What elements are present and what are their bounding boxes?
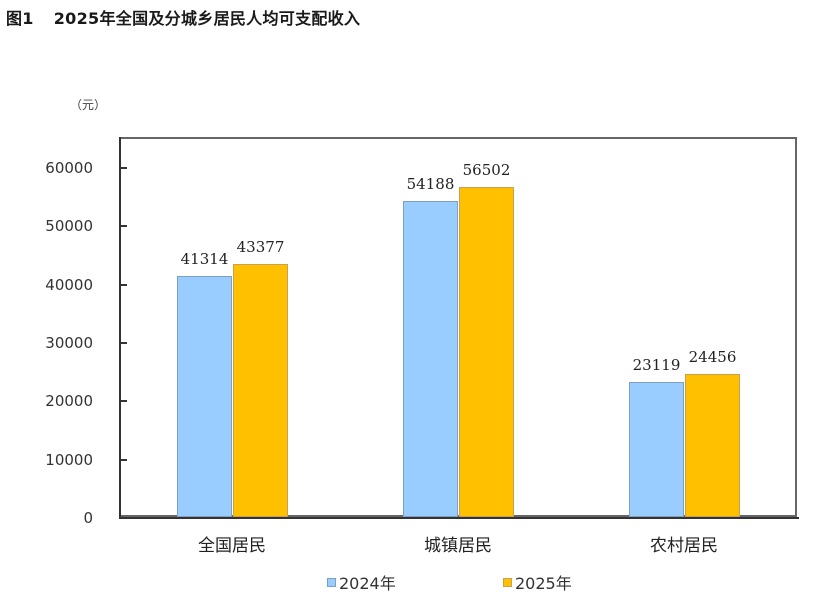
y-tick-mark [121, 225, 127, 228]
legend-label-2024: 2024年 [339, 574, 396, 593]
y-tick-label: 10000 [45, 450, 93, 469]
y-tick-mark [121, 342, 127, 344]
x-category-label: 城镇居民 [424, 536, 492, 556]
y-tick-label: 40000 [45, 275, 93, 294]
y-axis-line [119, 137, 121, 519]
y-tick-label: 30000 [45, 334, 93, 352]
bar-2024-0 [177, 276, 232, 517]
figure-label: 图1 [6, 9, 34, 28]
data-label: 41314 [180, 250, 229, 268]
y-axis-unit-label: （元） [70, 98, 107, 112]
chart-title: 图1 2025年全国及分城乡居民人均可支配收入 [6, 5, 360, 29]
legend-swatch-2025 [503, 577, 512, 587]
x-category-label: 农村居民 [650, 536, 718, 556]
chart-title-text: 2025年全国及分城乡居民人均可支配收入 [53, 9, 361, 28]
y-tick-mark [121, 167, 127, 169]
plot-area [119, 137, 797, 517]
legend-swatch-2024 [327, 577, 336, 587]
y-tick-mark [121, 458, 127, 461]
legend-item-2025: 2025年 [503, 570, 572, 594]
data-label: 24456 [688, 348, 737, 367]
y-tick-label: 0 [83, 509, 93, 527]
data-label: 43377 [236, 237, 285, 256]
legend-label-2025: 2025年 [515, 574, 572, 593]
y-tick-mark [121, 400, 127, 403]
bar-2025-2 [685, 374, 740, 517]
x-axis-line [119, 517, 799, 519]
bar-2024-2 [629, 382, 684, 517]
y-tick-label: 60000 [45, 159, 93, 177]
x-category-label: 全国居民 [198, 536, 266, 556]
y-tick-label: 50000 [45, 217, 93, 236]
bar-2025-0 [233, 263, 288, 517]
data-label: 23119 [632, 356, 681, 375]
data-label: 54188 [406, 174, 455, 193]
bar-2025-1 [459, 187, 514, 517]
y-tick-label: 20000 [45, 392, 93, 411]
y-tick-mark [121, 283, 127, 286]
legend-item-2024: 2024年 [327, 570, 396, 594]
data-label: 56502 [462, 161, 511, 180]
bar-2024-1 [403, 200, 458, 517]
